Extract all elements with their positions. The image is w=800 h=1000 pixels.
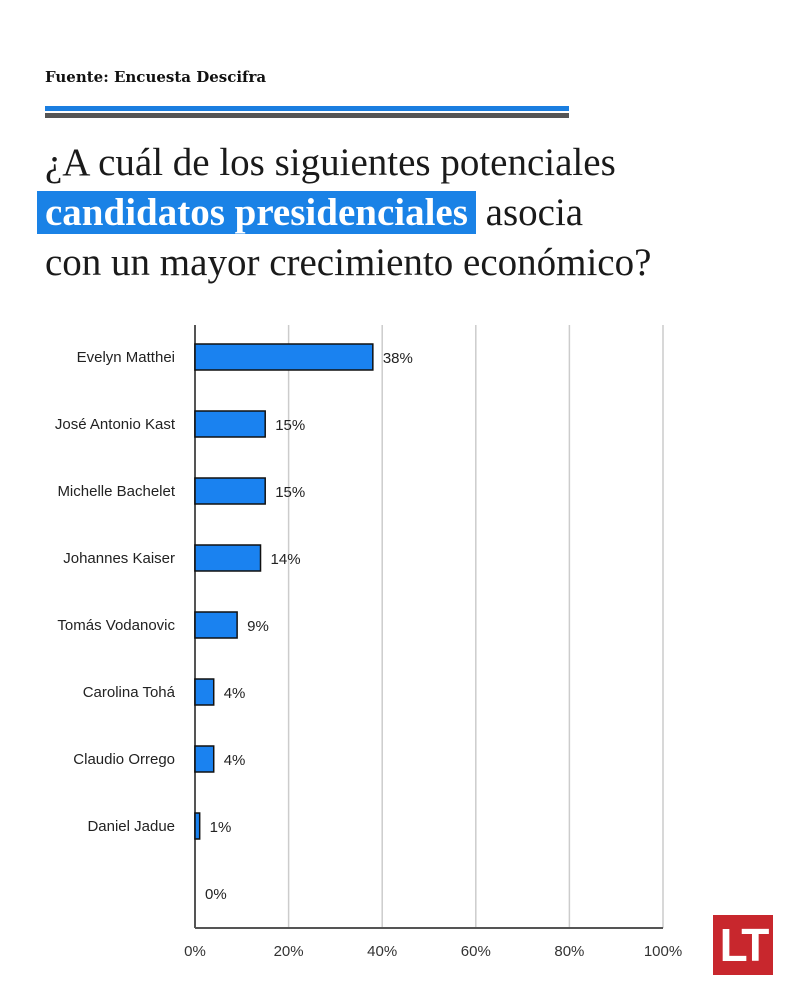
la-tercera-logo: LT (713, 915, 773, 975)
data-label: 14% (271, 551, 301, 568)
bar (194, 611, 238, 639)
bar (194, 343, 374, 371)
category-label: Tomás Vodanovic (57, 617, 175, 634)
data-label: 9% (247, 618, 269, 635)
bar (194, 678, 215, 706)
bar (194, 745, 215, 773)
title-line1: ¿A cuál de los siguientes potenciales (45, 141, 616, 184)
bar (194, 812, 201, 840)
x-tick-label: 20% (274, 943, 304, 960)
x-tick-label: 40% (367, 943, 397, 960)
x-tick-label: 100% (644, 943, 682, 960)
bar (194, 410, 266, 438)
category-label: Claudio Orrego (73, 751, 175, 768)
data-label: 4% (224, 752, 246, 769)
data-label: 15% (275, 484, 305, 501)
chart-title: ¿A cuál de los siguientes potenciales ca… (37, 138, 785, 288)
gray-rule (45, 113, 569, 118)
x-tick-label: 0% (184, 943, 206, 960)
x-tick-label: 80% (554, 943, 584, 960)
title-highlight: candidatos presidenciales (37, 191, 476, 234)
category-label: Daniel Jadue (87, 818, 175, 835)
category-label: Carolina Tohá (83, 684, 176, 701)
blue-rule (45, 106, 569, 111)
data-label: 4% (224, 685, 246, 702)
source-label: Fuente: Encuesta Descifra (45, 68, 267, 86)
data-label: 0% (205, 886, 227, 903)
bar (194, 544, 262, 572)
category-label: Michelle Bachelet (57, 483, 175, 500)
category-label: Johannes Kaiser (63, 550, 175, 567)
data-label: 1% (210, 819, 232, 836)
title-line3: con un mayor crecimiento económico? (45, 241, 652, 284)
title-line2-rest: asocia (475, 191, 584, 234)
data-label: 15% (275, 417, 305, 434)
data-label: 38% (383, 350, 413, 367)
category-label: José Antonio Kast (55, 416, 176, 433)
x-tick-label: 60% (461, 943, 491, 960)
category-label: Evelyn Matthei (77, 349, 175, 366)
bar (194, 477, 266, 505)
